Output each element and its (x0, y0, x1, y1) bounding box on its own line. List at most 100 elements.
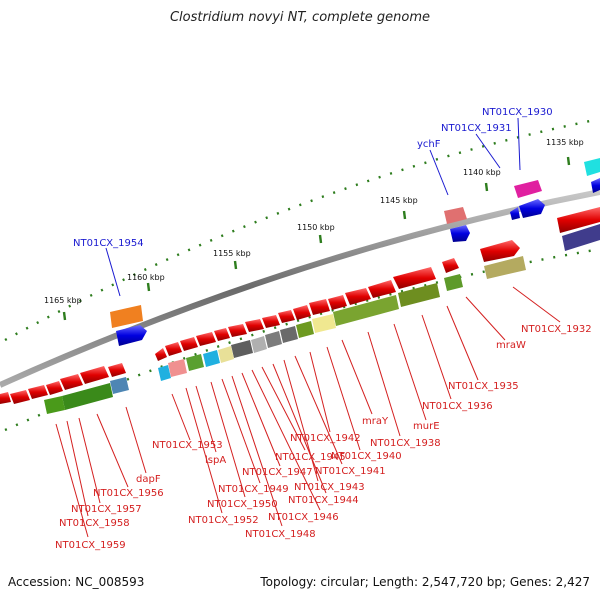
gene-red-1947 (262, 315, 280, 328)
gene-red-1958 (46, 381, 63, 395)
label-dapF: dapF (136, 474, 161, 485)
gene-green-1958 (44, 396, 65, 414)
tick-label-1135: 1135 kbp (546, 138, 584, 147)
gene-red-d (155, 348, 167, 361)
gene-red-1942 (328, 295, 347, 310)
gene-cyan-small (203, 350, 220, 367)
gene-red-mraY (345, 288, 371, 305)
gene-cyan-edge (158, 365, 171, 381)
gene-red-1953 (214, 328, 230, 341)
label-nt01cx-1932: NT01CX_1932 (521, 324, 592, 335)
gene-red-1936 (393, 267, 436, 289)
label-nt01cx-1953: NT01CX_1953 (152, 440, 223, 451)
gene-yellow-small (218, 346, 234, 363)
gene-green-1935 (444, 274, 463, 291)
label-mraW: mraW (496, 340, 526, 351)
gene-red-e (10, 390, 30, 404)
gene-blue-edge (591, 178, 600, 193)
gene-red-f (0, 392, 11, 404)
gene-khaki (484, 256, 526, 279)
gene-gray-1946 (280, 326, 298, 343)
gene-orange (110, 305, 143, 328)
gene-red-1959 (28, 385, 48, 399)
top-strand-genes (110, 158, 600, 346)
tick-label-1160: 1160 kbp (127, 273, 165, 282)
gene-gray-1948 (265, 331, 282, 348)
label-nt01cx-1957: NT01CX_1957 (71, 504, 142, 515)
gene-red-1943 (293, 305, 311, 320)
label-nt01cx-1950: NT01CX_1950 (207, 499, 278, 510)
label-nt01cx-1941: NT01CX_1941 (315, 466, 386, 477)
label-nt01cx-1952: NT01CX_1952 (188, 515, 259, 526)
label-nt01cx-1935: NT01CX_1935 (448, 381, 519, 392)
gene-green-1957 (62, 383, 113, 410)
label-nt01cx-1943: NT01CX_1943 (294, 482, 365, 493)
gene-cyan (584, 158, 600, 176)
gene-red-c (165, 342, 182, 356)
label-nt01cx-1946: NT01CX_1946 (268, 512, 339, 523)
label-nt01cx-1936: NT01CX_1936 (422, 401, 493, 412)
gene-pink (444, 207, 467, 224)
tick-label-1155: 1155 kbp (213, 249, 251, 258)
gene-red-1938 (368, 280, 396, 298)
gene-red-dapF (108, 363, 126, 377)
gene-navy (562, 224, 600, 251)
label-ychF: ychF (417, 139, 441, 150)
gene-yellow (312, 314, 336, 333)
gene-magenta (514, 180, 542, 198)
gene-red-1941 (309, 299, 330, 315)
gene-blue-small (510, 207, 520, 220)
gene-steel (110, 377, 129, 394)
gene-red-1949 (245, 319, 264, 332)
tick-label-1150: 1150 kbp (297, 223, 335, 232)
label-lspA: lspA (205, 455, 226, 466)
gene-red-a (196, 332, 216, 346)
label-nt01cx-1931: NT01CX_1931 (441, 123, 512, 134)
gene-green-1940 (333, 295, 399, 326)
genome-summary-text: Topology: circular; Length: 2,547,720 bp… (260, 575, 590, 589)
gene-red-lspA (228, 324, 247, 337)
outer-tick-ring (4, 118, 596, 342)
label-nt01cx-1958: NT01CX_1958 (59, 518, 130, 529)
label-nt01cx-1959: NT01CX_1959 (55, 540, 126, 551)
accession-text: Accession: NC_008593 (8, 575, 145, 589)
gene-green-small (186, 354, 204, 371)
gene-red-mraW (442, 258, 459, 273)
label-nt01cx-1940: NT01CX_1940 (331, 451, 402, 462)
label-murE: murE (413, 421, 440, 432)
label-nt01cx-1947: NT01CX_1947 (242, 467, 313, 478)
label-nt01cx-1938: NT01CX_1938 (370, 438, 441, 449)
gene-olive-murE (398, 283, 440, 307)
label-nt01cx-1930: NT01CX_1930 (482, 107, 553, 118)
label-nt01cx-1949: NT01CX_1949 (218, 484, 289, 495)
label-leaders-blue (105, 117, 521, 297)
gene-gray-1952 (231, 340, 253, 358)
map-title: Clostridium novyi NT, complete genome (169, 10, 431, 25)
tick-label-1165: 1165 kbp (44, 296, 82, 305)
gene-red-1932 (480, 240, 520, 262)
label-nt01cx-1956: NT01CX_1956 (93, 488, 164, 499)
gene-red-1957 (60, 374, 83, 390)
gene-blue-ychF (450, 225, 470, 242)
label-nt01cx-1948: NT01CX_1948 (245, 529, 316, 540)
label-nt01cx-1945: NT01CX_1945 (275, 452, 346, 463)
gene-blue-1954 (116, 325, 147, 346)
genome-backbone (0, 189, 600, 388)
gene-gray-1950 (251, 336, 267, 353)
label-mraY: mraY (362, 416, 389, 427)
gene-blue-1930 (519, 199, 545, 218)
gene-red-1945 (278, 310, 295, 323)
label-nt01cx-1954: NT01CX_1954 (73, 238, 144, 249)
gene-pink-small (168, 359, 187, 377)
label-nt01cx-1942: NT01CX_1942 (290, 433, 361, 444)
major-ticks (62, 156, 571, 321)
label-leaders-red (55, 286, 561, 538)
gene-red-edge (557, 207, 600, 233)
label-nt01cx-1944: NT01CX_1944 (288, 495, 359, 506)
tick-label-1145: 1145 kbp (380, 196, 418, 205)
bottom-strand-genes (0, 207, 600, 414)
tick-label-1140: 1140 kbp (463, 168, 501, 177)
gene-red-b (180, 337, 198, 351)
gene-green-1944 (296, 321, 314, 338)
